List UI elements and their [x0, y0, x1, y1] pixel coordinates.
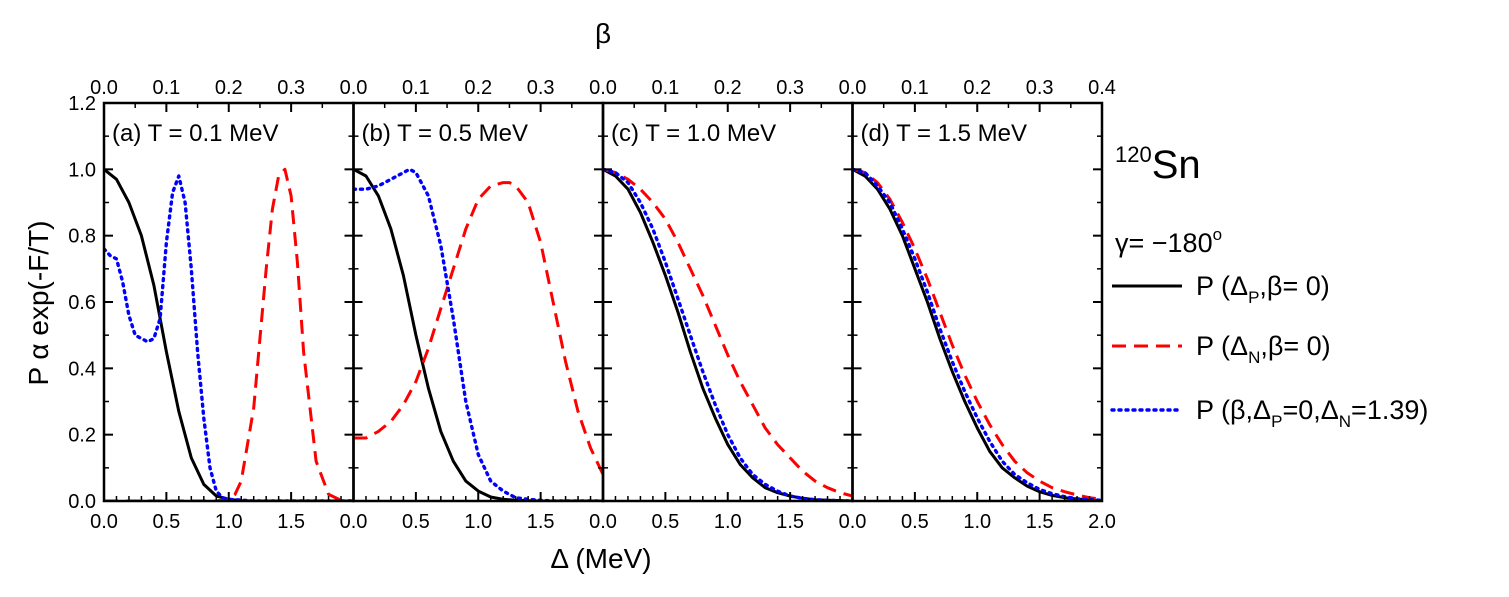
x-tick-label: 0.0: [839, 511, 867, 533]
panel-a: 0.00.20.40.60.81.01.20.0 0.5 1.0 1.50.0 0.1 0…: [68, 77, 355, 533]
series-neutron-line: [852, 167, 1102, 501]
x-tick-label: 1.0: [464, 511, 492, 533]
top-tick-label: 0.3: [776, 77, 804, 99]
x-tick-label: 1.0: [963, 511, 991, 533]
x-tick-label: 1.5: [1026, 511, 1054, 533]
top-tick-label: 0.1: [152, 77, 180, 99]
x-tick-label: 1.0: [714, 511, 742, 533]
panel-label: (c) T = 1.0 MeV: [611, 120, 776, 147]
svg-text:120Sn: 120Sn: [1115, 142, 1201, 187]
x-tick-label: 2.0: [1088, 511, 1116, 533]
x-tick-label: 0.5: [402, 511, 430, 533]
series-beta-line: [852, 167, 1102, 501]
top-tick-label: 0.4: [1088, 77, 1116, 99]
svg-text:γ= −180o: γ= −180o: [1115, 225, 1222, 258]
top-tick-label: 0.2: [963, 77, 991, 99]
legend-label-neutron: P (ΔN,β= 0): [1196, 331, 1331, 367]
x-tick-label: 0.0: [589, 511, 617, 533]
y-axis-label: P α exp(-F/T): [23, 220, 54, 385]
top-tick-label: 0.2: [464, 77, 492, 99]
top-tick-label: 0.0: [839, 77, 867, 99]
panel-label: (b) T = 0.5 MeV: [362, 120, 529, 147]
panel-label: (a) T = 0.1 MeV: [112, 120, 279, 147]
series-beta-line: [104, 174, 354, 501]
panel-label: (d) T = 1.5 MeV: [861, 120, 1028, 147]
panel-frame: [851, 101, 1104, 503]
panel-frame: [102, 101, 355, 503]
x-tick-label: 1.5: [776, 511, 804, 533]
top-tick-label: 0.2: [714, 77, 742, 99]
legend-label-beta: P (β,ΔP=0,ΔN=1.39): [1196, 395, 1428, 431]
panel-c: 0.0 0.5 1.0 1.5 0.0 0.1 0.2 0.3(c) T = 1.0 MeV: [589, 77, 854, 533]
x-tick-label: 0.0: [90, 511, 118, 533]
y-tick-label: 1.0: [68, 159, 96, 181]
panel-b: 0.0 0.5 1.0 1.5 0.0 0.1 0.2 0.3 (b) T = 0.5 MeV: [340, 77, 605, 533]
top-tick-label: 0.3: [1026, 77, 1054, 99]
series-neutron-line: [353, 181, 603, 476]
top-tick-label: 0.2: [215, 77, 243, 99]
series-beta-line: [603, 167, 853, 501]
panel-d: 0.0 0.5 1.0 1.5 2.0 0.0 0.1 0.2 0.3 0.4 (d) T = 1.…: [839, 77, 1116, 533]
top-tick-label: 0.1: [402, 77, 430, 99]
series-proton-line: [353, 167, 603, 501]
x-tick-label: 0.5: [152, 511, 180, 533]
gamma-text: γ= −180: [1115, 228, 1213, 258]
series-proton-line: [852, 167, 1102, 501]
y-tick-label: 0.6: [68, 292, 96, 314]
nucleus-mass: 120: [1115, 142, 1152, 167]
y-tick-label: 0.2: [68, 425, 96, 447]
top-tick-label: 0.0: [90, 77, 118, 99]
x-tick-label: 1.5: [527, 511, 555, 533]
legend: P (ΔP,β= 0) P (ΔN,β= 0) P (β,ΔP=0,ΔN=1.39): [1110, 271, 1428, 431]
top-tick-label: 0.0: [589, 77, 617, 99]
x-tick-label: 0.5: [651, 511, 679, 533]
x-tick-label: 0.5: [901, 511, 929, 533]
gamma-degree: o: [1213, 225, 1222, 244]
series-beta-line: [353, 167, 603, 501]
panel-frame: [352, 101, 605, 503]
top-tick-label: 0.1: [901, 77, 929, 99]
top-tick-label: 0.3: [527, 77, 555, 99]
y-tick-label: 0.0: [68, 491, 96, 513]
nucleus-label: 120Sn: [1115, 142, 1201, 187]
y-tick-label: 0.4: [68, 358, 96, 380]
y-tick-label: 0.8: [68, 226, 96, 248]
x-tick-label: 1.5: [277, 511, 305, 533]
x-tick-label: 1.0: [215, 511, 243, 533]
nucleus-symbol: Sn: [1152, 143, 1201, 187]
y-tick-label: 1.2: [68, 93, 96, 115]
gamma-label: γ= −180o: [1115, 225, 1222, 258]
top-axis-label: β: [595, 18, 611, 49]
x-tick-label: 0.0: [340, 511, 368, 533]
top-tick-label: 0.3: [277, 77, 305, 99]
series-proton-line: [603, 167, 853, 501]
top-tick-label: 0.1: [651, 77, 679, 99]
plot-area: 0.00.20.40.60.81.01.20.0 0.5 1.0 1.50.0 0.1 0…: [68, 77, 1116, 533]
top-tick-label: 0.0: [340, 77, 368, 99]
legend-label-proton: P (ΔP,β= 0): [1196, 271, 1330, 307]
series-neutron-line: [603, 167, 853, 498]
series-neutron-line: [104, 167, 354, 501]
x-axis-label: Δ (MeV): [550, 543, 651, 574]
series-proton-line: [104, 168, 354, 501]
